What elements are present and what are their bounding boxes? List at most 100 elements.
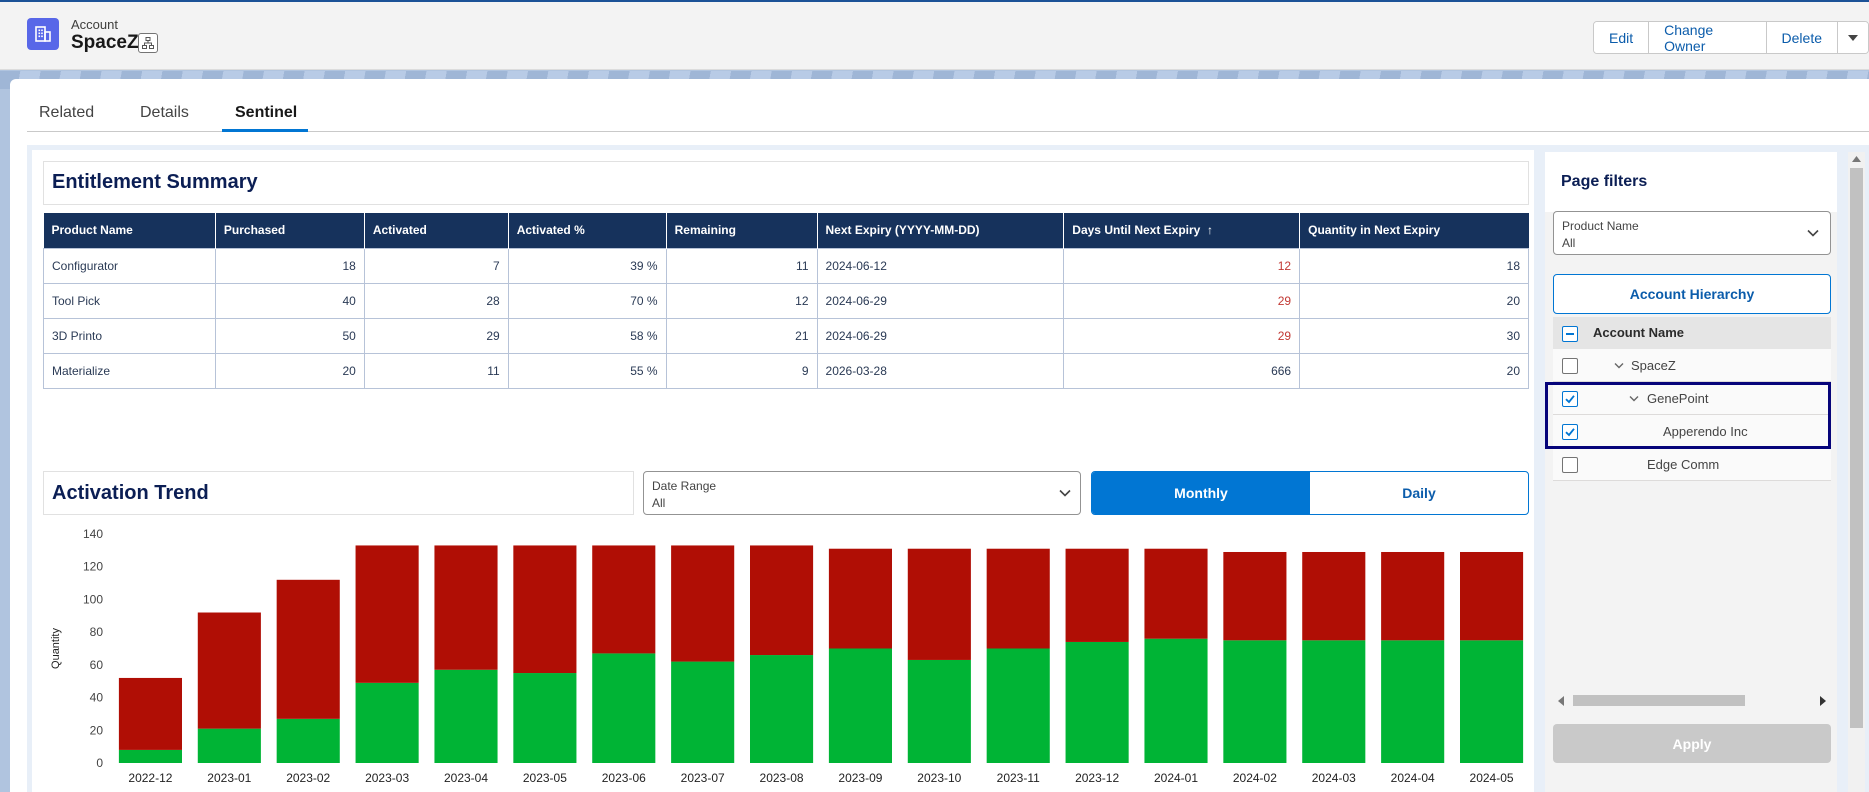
y-tick-label: 140 bbox=[83, 527, 103, 541]
x-tick-label: 2024-05 bbox=[1470, 771, 1514, 785]
account-hierarchy-button[interactable]: Account Hierarchy bbox=[1553, 274, 1831, 314]
column-header[interactable]: Activated % bbox=[508, 213, 667, 248]
tab-details[interactable]: Details bbox=[140, 104, 189, 121]
scroll-right-icon[interactable] bbox=[1819, 696, 1827, 706]
edit-button[interactable]: Edit bbox=[1594, 22, 1650, 53]
bar-segment bbox=[197, 612, 261, 729]
cell-remaining: 9 bbox=[665, 352, 818, 389]
tab-bar-divider bbox=[27, 131, 1869, 132]
change-owner-button[interactable]: Change Owner bbox=[1649, 22, 1767, 53]
column-header[interactable]: Remaining bbox=[666, 213, 818, 248]
scroll-left-icon[interactable] bbox=[1557, 696, 1565, 706]
x-tick-label: 2023-11 bbox=[997, 771, 1040, 785]
cell-product: Materialize bbox=[43, 352, 216, 389]
product-name-select[interactable]: Product Name All bbox=[1553, 211, 1831, 255]
tree-checkbox[interactable] bbox=[1562, 391, 1578, 407]
tree-horizontal-scrollbar[interactable] bbox=[1553, 692, 1831, 708]
activation-trend-title: Activation Trend bbox=[52, 482, 209, 504]
table-row: Tool Pick 40 28 70 % 12 2024-06-29 29 20 bbox=[43, 282, 1529, 319]
chevron-down-icon bbox=[1848, 34, 1858, 41]
x-tick-label: 2023-02 bbox=[286, 771, 330, 785]
x-tick-label: 2022-12 bbox=[128, 771, 172, 785]
chevron-down-icon[interactable] bbox=[1628, 394, 1640, 404]
cell-activated-pct: 70 % bbox=[507, 282, 667, 319]
column-header[interactable]: Quantity in Next Expiry bbox=[1299, 213, 1529, 248]
x-tick-label: 2023-08 bbox=[760, 771, 804, 785]
tab-sentinel[interactable]: Sentinel bbox=[235, 104, 298, 121]
bar-segment bbox=[907, 659, 971, 763]
bar-segment bbox=[1065, 641, 1129, 763]
bar-segment bbox=[1381, 551, 1445, 641]
monthly-toggle-button[interactable]: Monthly bbox=[1092, 472, 1310, 514]
chevron-down-icon bbox=[1807, 229, 1819, 237]
column-header-sorted[interactable]: Days Until Next Expiry ↑ bbox=[1063, 213, 1301, 248]
column-header[interactable]: Next Expiry (YYYY-MM-DD) bbox=[817, 213, 1065, 248]
x-tick-label: 2023-06 bbox=[602, 771, 646, 785]
checkmark-icon bbox=[1565, 395, 1575, 404]
date-range-select[interactable]: Date Range All bbox=[643, 471, 1081, 515]
cell-purchased: 50 bbox=[214, 317, 365, 354]
bar-segment bbox=[355, 682, 419, 763]
cell-remaining: 21 bbox=[665, 317, 818, 354]
active-tab-indicator bbox=[222, 129, 308, 132]
tree-header: Account Name bbox=[1553, 317, 1831, 349]
cell-next-expiry: 2024-06-12 bbox=[816, 247, 1065, 284]
table-row: Configurator 18 7 39 % 11 2024-06-12 12 … bbox=[43, 247, 1529, 284]
entitlement-table: Product Name Purchased Activated Activat… bbox=[43, 213, 1529, 389]
more-actions-button[interactable] bbox=[1838, 22, 1868, 53]
x-tick-label: 2024-03 bbox=[1312, 771, 1356, 785]
product-name-value: All bbox=[1562, 236, 1576, 250]
column-header-label: Days Until Next Expiry bbox=[1072, 223, 1201, 238]
scrollbar-thumb[interactable] bbox=[1573, 695, 1745, 706]
chevron-down-icon[interactable] bbox=[1613, 361, 1625, 371]
delete-button[interactable]: Delete bbox=[1766, 22, 1838, 53]
tree-item-spacez[interactable]: SpaceZ bbox=[1553, 349, 1831, 382]
tree-item-apperendo[interactable]: Apperendo Inc bbox=[1553, 415, 1831, 448]
bar-segment bbox=[434, 545, 498, 670]
tree-checkbox[interactable] bbox=[1562, 457, 1578, 473]
cell-product: Configurator bbox=[43, 247, 216, 284]
scrollbar-thumb[interactable] bbox=[1850, 168, 1863, 728]
account-name-header: Account Name bbox=[1593, 325, 1685, 340]
scroll-up-icon[interactable] bbox=[1852, 155, 1861, 163]
page-filters-title: Page filters bbox=[1561, 173, 1648, 190]
select-all-checkbox[interactable] bbox=[1562, 326, 1578, 342]
bar-segment bbox=[1460, 551, 1524, 641]
apply-button[interactable]: Apply bbox=[1553, 724, 1831, 763]
bar-segment bbox=[355, 545, 419, 683]
x-tick-label: 2023-09 bbox=[838, 771, 882, 785]
column-header[interactable]: Purchased bbox=[215, 213, 365, 248]
tree-item-genepoint[interactable]: GenePoint bbox=[1553, 382, 1831, 415]
bar-segment bbox=[592, 545, 656, 654]
x-tick-label: 2023-03 bbox=[365, 771, 409, 785]
bar-segment bbox=[513, 545, 577, 674]
cell-activated: 28 bbox=[363, 282, 509, 319]
date-range-value: All bbox=[652, 496, 666, 510]
x-tick-label: 2023-04 bbox=[444, 771, 488, 785]
y-tick-label: 60 bbox=[90, 658, 104, 672]
x-tick-label: 2023-10 bbox=[917, 771, 961, 785]
column-header[interactable]: Activated bbox=[364, 213, 509, 248]
column-header[interactable]: Product Name bbox=[43, 213, 216, 248]
bar-segment bbox=[828, 548, 892, 649]
x-tick-label: 2023-01 bbox=[207, 771, 251, 785]
table-header-row: Product Name Purchased Activated Activat… bbox=[43, 213, 1529, 248]
bar-segment bbox=[276, 718, 340, 763]
tree-item-edge-comm[interactable]: Edge Comm bbox=[1553, 448, 1831, 481]
page-vertical-scrollbar[interactable] bbox=[1848, 152, 1865, 792]
tab-related[interactable]: Related bbox=[39, 104, 95, 121]
cell-activated-pct: 55 % bbox=[507, 352, 667, 389]
tree-checkbox[interactable] bbox=[1562, 358, 1578, 374]
bar-segment bbox=[1460, 640, 1524, 763]
view-hierarchy-button[interactable] bbox=[138, 33, 158, 53]
tree-checkbox[interactable] bbox=[1562, 424, 1578, 440]
cell-activated-pct: 58 % bbox=[507, 317, 667, 354]
y-tick-label: 20 bbox=[90, 723, 104, 737]
daily-toggle-button[interactable]: Daily bbox=[1402, 485, 1436, 501]
object-label: Account bbox=[71, 17, 118, 32]
bar-segment bbox=[750, 655, 814, 763]
record-actions: Edit Change Owner Delete bbox=[1593, 21, 1869, 54]
bar-segment bbox=[1065, 548, 1129, 642]
minus-icon bbox=[1566, 333, 1574, 335]
bar-segment bbox=[1223, 551, 1287, 641]
